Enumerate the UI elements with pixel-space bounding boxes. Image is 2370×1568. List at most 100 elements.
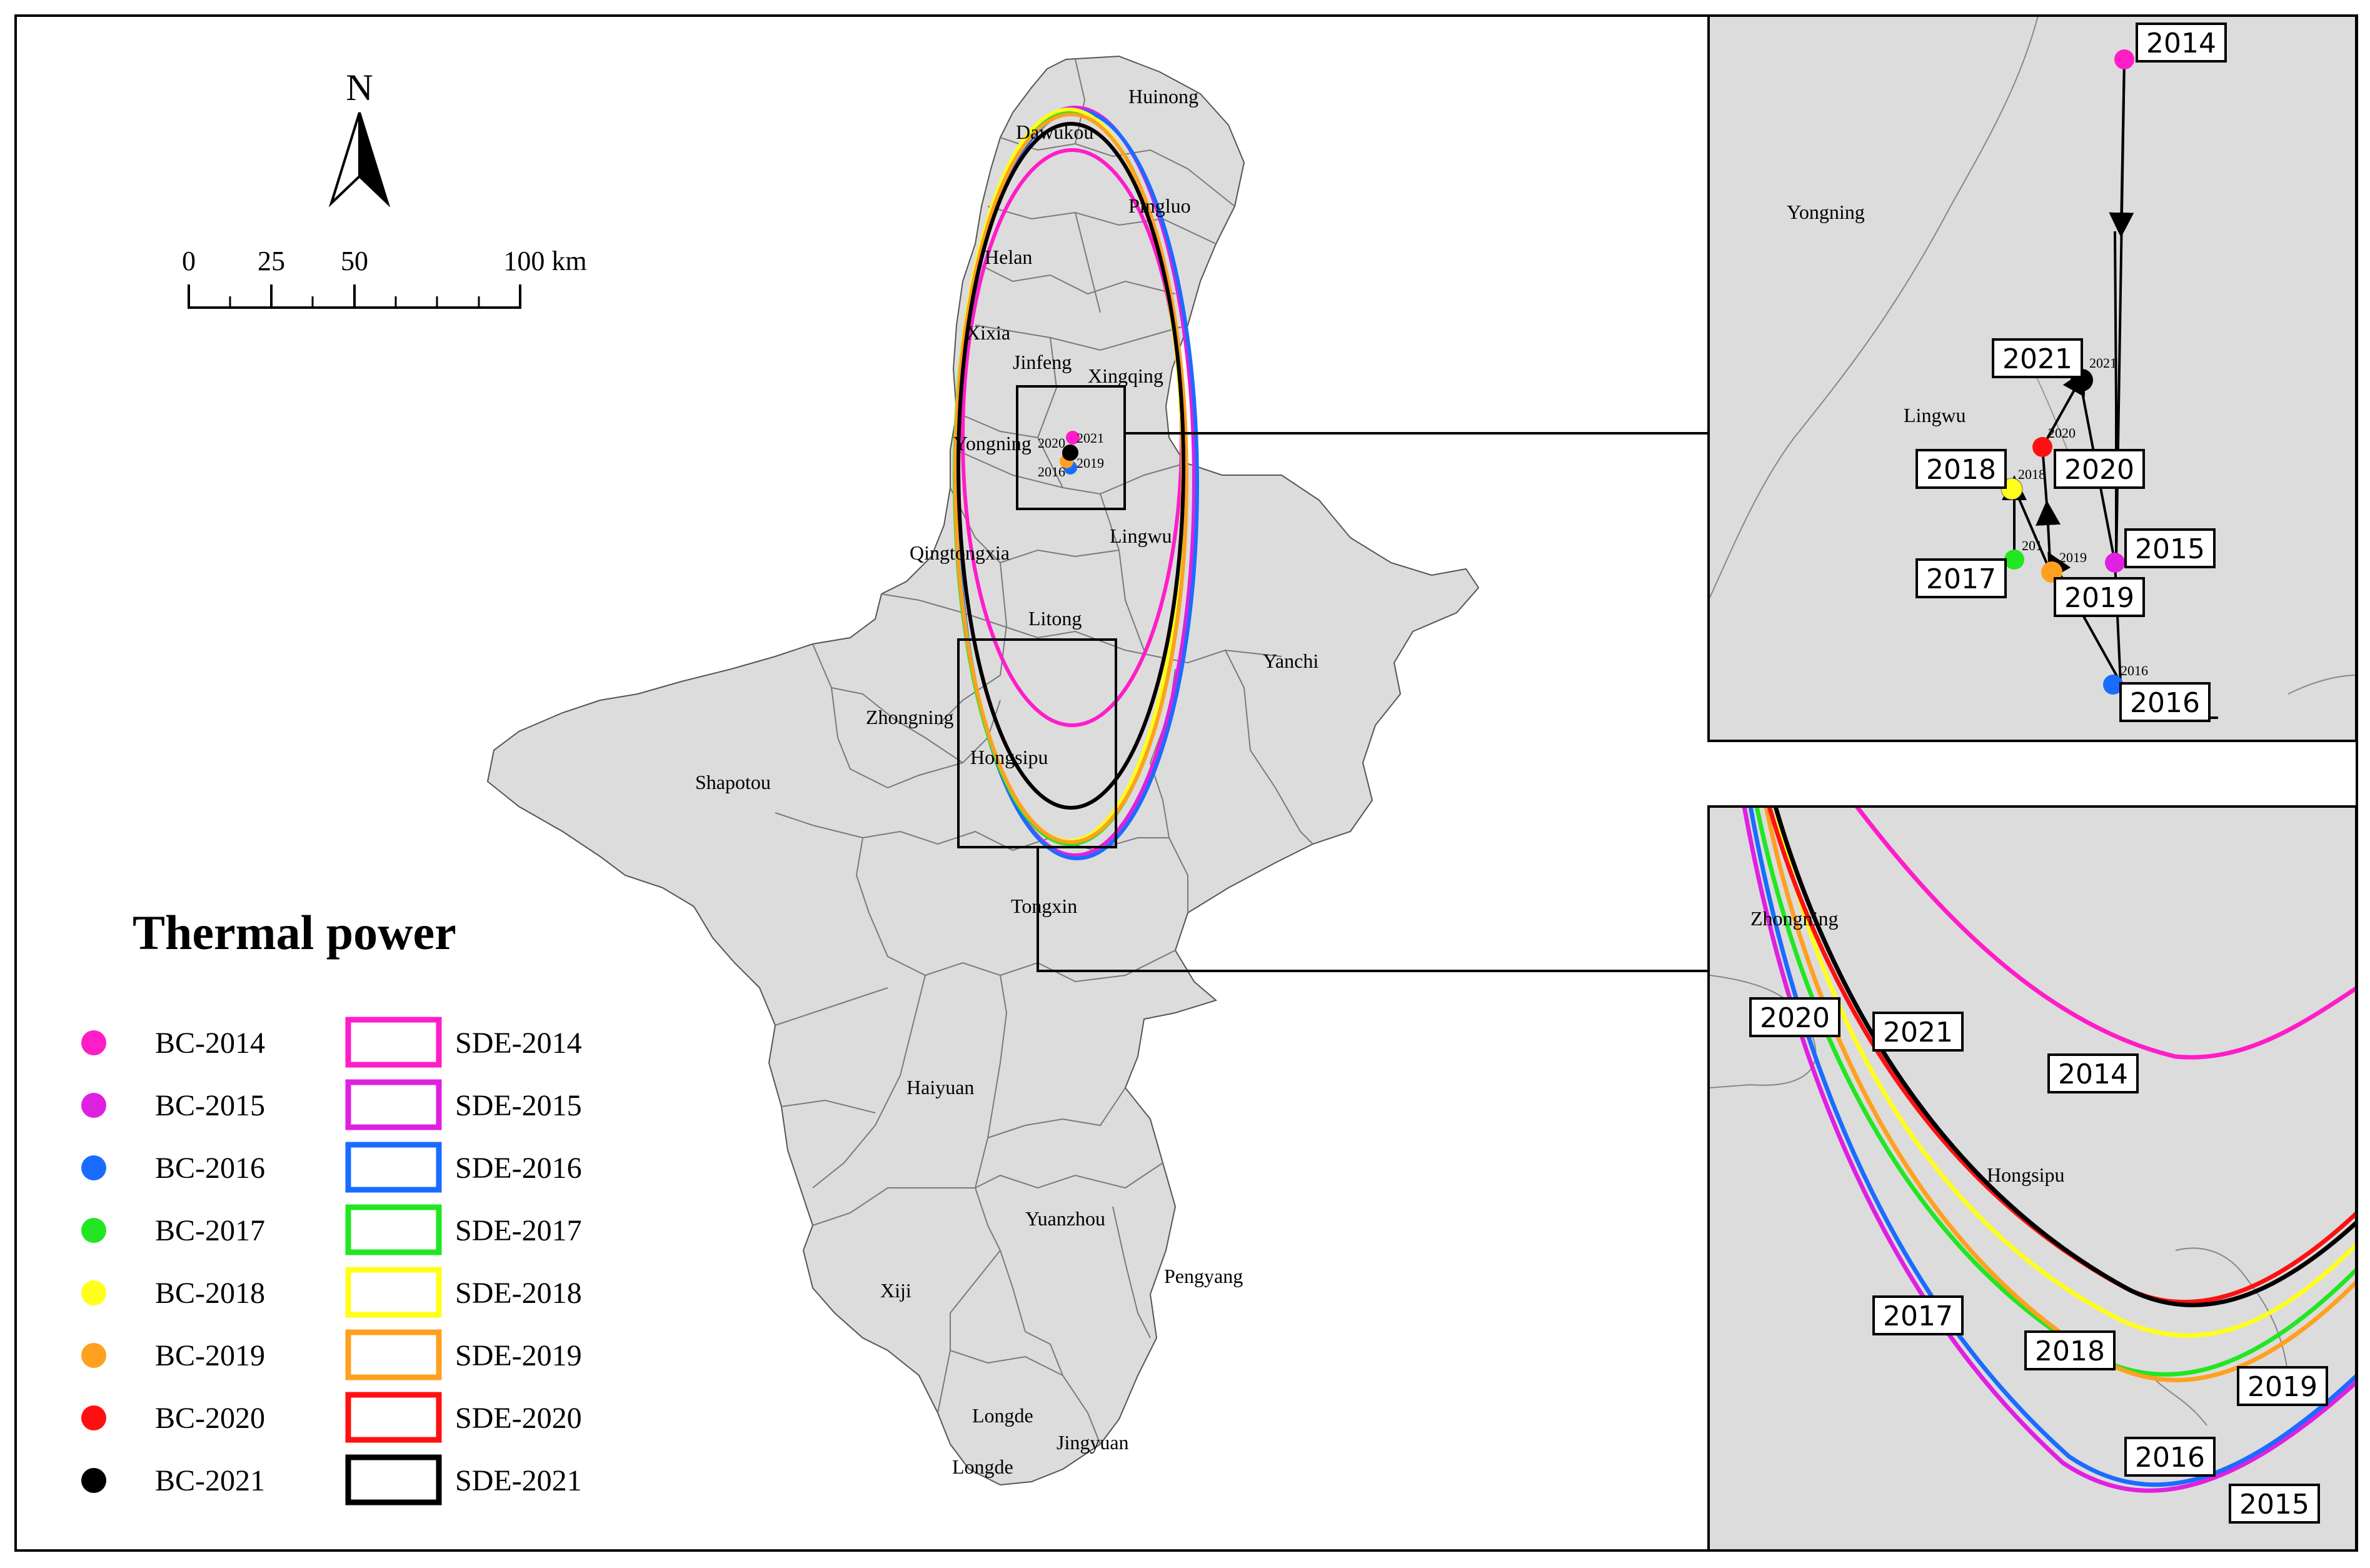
- center-points-main: 2021 2020 2019 2016: [1038, 430, 1104, 480]
- label-helan: Helan: [985, 246, 1032, 268]
- inset-bot-sde-2015: [1742, 807, 2356, 1493]
- legend-sde-swatch-6: [345, 1392, 442, 1443]
- inset-top: 2021 2020 2018 201 2019 2016 Yongning Li…: [1707, 14, 2357, 742]
- scale-tick-0: 0: [182, 246, 196, 276]
- label-xiji: Xiji: [880, 1279, 911, 1302]
- county-boundaries: [775, 59, 1313, 1445]
- legend-sde-swatch-3: [345, 1204, 442, 1255]
- legend-bc-label-6: BC-2020: [155, 1402, 265, 1435]
- label-dawukou: Dawukou: [1016, 121, 1093, 143]
- label-pingluo: Pingluo: [1128, 194, 1191, 217]
- inset-top-small-2018: 2018: [2018, 466, 2046, 482]
- inset-bottom: Zhongning Hongsipu 2020 2021 2014 2017 2018 2…: [1707, 805, 2357, 1552]
- legend-sde-swatch-2: [345, 1142, 442, 1193]
- zoom-indicators: [957, 385, 1709, 972]
- inset-top-year-2019: 2019: [2064, 582, 2134, 614]
- inset-bot-year-2015-box: [2229, 1484, 2320, 1524]
- inset-top-year-2020-box: [2054, 449, 2145, 489]
- legend-bc-marker-6: [81, 1405, 106, 1430]
- legend-sde-swatch-4: [345, 1267, 442, 1318]
- legend-bc-label-5: BC-2019: [155, 1339, 265, 1372]
- inset-top-year-2021-box: [1992, 338, 2083, 378]
- inset-bot-year-2021: 2021: [1883, 1017, 1953, 1048]
- label-yanchi: Yanchi: [1263, 650, 1318, 672]
- inset-bot-year-2017: 2017: [1883, 1300, 1953, 1332]
- center-label-2016: 2016: [1038, 464, 1065, 480]
- inset-bot-label-zhongning: Zhongning: [1750, 907, 1838, 930]
- inset-top-year-2016: 2016: [2130, 687, 2200, 719]
- scale-tick-50: 50: [341, 246, 368, 276]
- north-arrow: N: [328, 67, 391, 208]
- legend-bc-label-7: BC-2021: [155, 1464, 265, 1497]
- scale-bar: 0 25 50 100 km: [182, 246, 587, 309]
- inset-top-bc-2015: [2105, 553, 2125, 573]
- legend-sde-swatch-0: [345, 1017, 442, 1068]
- legend-sde-label-7: SDE-2021: [455, 1464, 582, 1497]
- label-yongning: Yongning: [953, 432, 1032, 455]
- inset-bot-sde-2017: [1754, 807, 2356, 1377]
- legend-bc-marker-1: [81, 1093, 106, 1118]
- inset-top-year-2021: 2021: [2002, 343, 2072, 375]
- label-jingyuan: Jingyuan: [1057, 1431, 1129, 1454]
- label-shapotou: Shapotou: [695, 771, 771, 793]
- inset-top-year-2015-box: [2124, 528, 2216, 568]
- label-litong: Litong: [1028, 607, 1082, 630]
- inset-top-year-2019-box: [2054, 577, 2145, 617]
- legend-bc-label-1: BC-2015: [155, 1089, 265, 1122]
- legend-bc-marker-2: [81, 1155, 106, 1180]
- place-labels-main: Huinong Dawukou Pingluo Helan Xixia Jinf…: [695, 85, 1318, 1478]
- label-jinfeng: Jinfeng: [1013, 351, 1072, 373]
- inset-bot-year-2021-box: [1872, 1012, 1964, 1052]
- sde-ellipses: [953, 106, 1199, 860]
- sde-2019: [953, 113, 1188, 844]
- inset-top-year-2018: 2018: [1926, 454, 1996, 486]
- label-longde-2: Longde: [952, 1455, 1013, 1478]
- label-xixia: Xixia: [966, 321, 1010, 344]
- inset-bot-sde-2014: [1855, 807, 2356, 1060]
- inset-top-label-lingwu: Lingwu: [1904, 404, 1966, 426]
- inset-bot-year-2020-box: [1749, 997, 1840, 1037]
- label-haiyuan: Haiyuan: [906, 1076, 974, 1098]
- inset-bot-sde-2021: [1773, 807, 2356, 1307]
- legend-bc-marker-3: [81, 1218, 106, 1243]
- legend-sde-label-4: SDE-2018: [455, 1277, 582, 1310]
- inset-bot-year-2014: 2014: [2058, 1058, 2128, 1090]
- legend-bc-marker-7: [81, 1468, 106, 1493]
- inset-bot-year-2018-box: [2024, 1330, 2116, 1370]
- label-huinong: Huinong: [1128, 85, 1198, 108]
- legend-bc-label-2: BC-2016: [155, 1152, 265, 1185]
- legend-sde-label-0: SDE-2014: [455, 1027, 582, 1060]
- legend-bc-marker-4: [81, 1280, 106, 1305]
- inset-top-year-2014: 2014: [2146, 28, 2216, 59]
- inset-bot-sde-2016: [1748, 807, 2356, 1487]
- bc-2014-main: [1066, 431, 1080, 445]
- label-tongxin: Tongxin: [1011, 895, 1077, 917]
- inset-bot-year-2016-box: [2124, 1437, 2216, 1477]
- inset-top-year-2018-box: [1916, 449, 2007, 489]
- inset-top-bc-2014: [2114, 49, 2134, 69]
- inset-bot-year-2020: 2020: [1760, 1002, 1830, 1034]
- inset-bot-year-2014-box: [2047, 1053, 2139, 1093]
- legend-sde-swatch-1: [345, 1079, 442, 1130]
- scale-tick-25: 25: [258, 246, 285, 276]
- zoom-box-center: [1016, 385, 1126, 510]
- legend-sde-label-1: SDE-2015: [455, 1089, 582, 1122]
- inset-top-bc-2016: [2103, 675, 2123, 695]
- center-label-2020: 2020: [1038, 435, 1065, 451]
- inset-top-small-2020: 2020: [2048, 425, 2076, 441]
- inset-top-boundary: [1709, 16, 2039, 601]
- center-label-2021: 2021: [1077, 430, 1104, 446]
- inset-top-small-2021: 2021: [2089, 355, 2117, 371]
- inset-bot-year-2019: 2019: [2247, 1371, 2317, 1403]
- inset-bot-label-hongsipu: Hongsipu: [1987, 1163, 2064, 1186]
- inset-top-small-2016: 2016: [2121, 663, 2148, 678]
- legend-sde-label-3: SDE-2017: [455, 1214, 582, 1247]
- inset-top-year-2017: 2017: [1926, 563, 1996, 595]
- legend-sde-swatch-5: [345, 1329, 442, 1380]
- label-hongsipu: Hongsipu: [970, 746, 1048, 768]
- inset-top-year-2020: 2020: [2064, 454, 2134, 486]
- legend-title: Thermal power: [133, 905, 456, 960]
- label-pengyang: Pengyang: [1164, 1265, 1243, 1287]
- inset-top-label-yongning: Yongning: [1787, 201, 1865, 223]
